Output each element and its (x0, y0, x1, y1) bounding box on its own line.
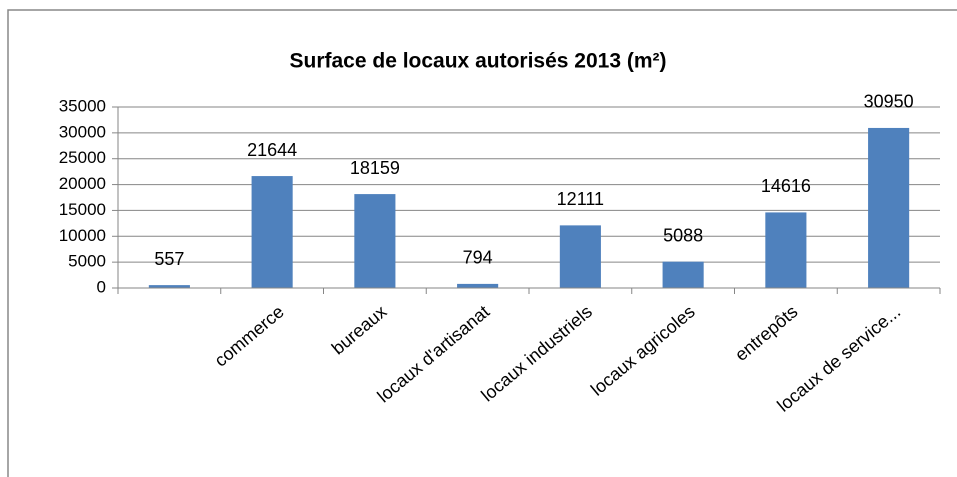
bar (662, 261, 704, 288)
bar (765, 212, 807, 288)
data-label: 557 (154, 249, 184, 269)
bar (354, 194, 396, 288)
bar (148, 285, 190, 288)
y-tick-label: 30000 (59, 122, 106, 141)
bar (559, 225, 601, 288)
data-label: 18159 (350, 158, 400, 178)
data-label: 5088 (663, 225, 703, 245)
y-tick-label: 35000 (59, 96, 106, 115)
bar (251, 176, 293, 288)
data-label: 12111 (557, 189, 604, 209)
y-tick-label: 25000 (59, 148, 106, 167)
bar (868, 127, 910, 289)
data-label: 794 (463, 248, 493, 268)
y-tick-label: 5000 (68, 252, 106, 271)
y-tick-label: 20000 (59, 174, 106, 193)
chart-frame (7, 9, 957, 477)
chart-title: Surface de locaux autorisés 2013 (m²) (290, 50, 667, 73)
data-label: 21644 (247, 140, 297, 160)
data-label: 30950 (864, 92, 914, 112)
bar (457, 283, 499, 288)
y-tick-label: 15000 (59, 200, 106, 219)
data-label: 14616 (761, 176, 811, 196)
y-tick-label: 0 (97, 277, 106, 296)
y-tick-label: 10000 (59, 226, 106, 245)
